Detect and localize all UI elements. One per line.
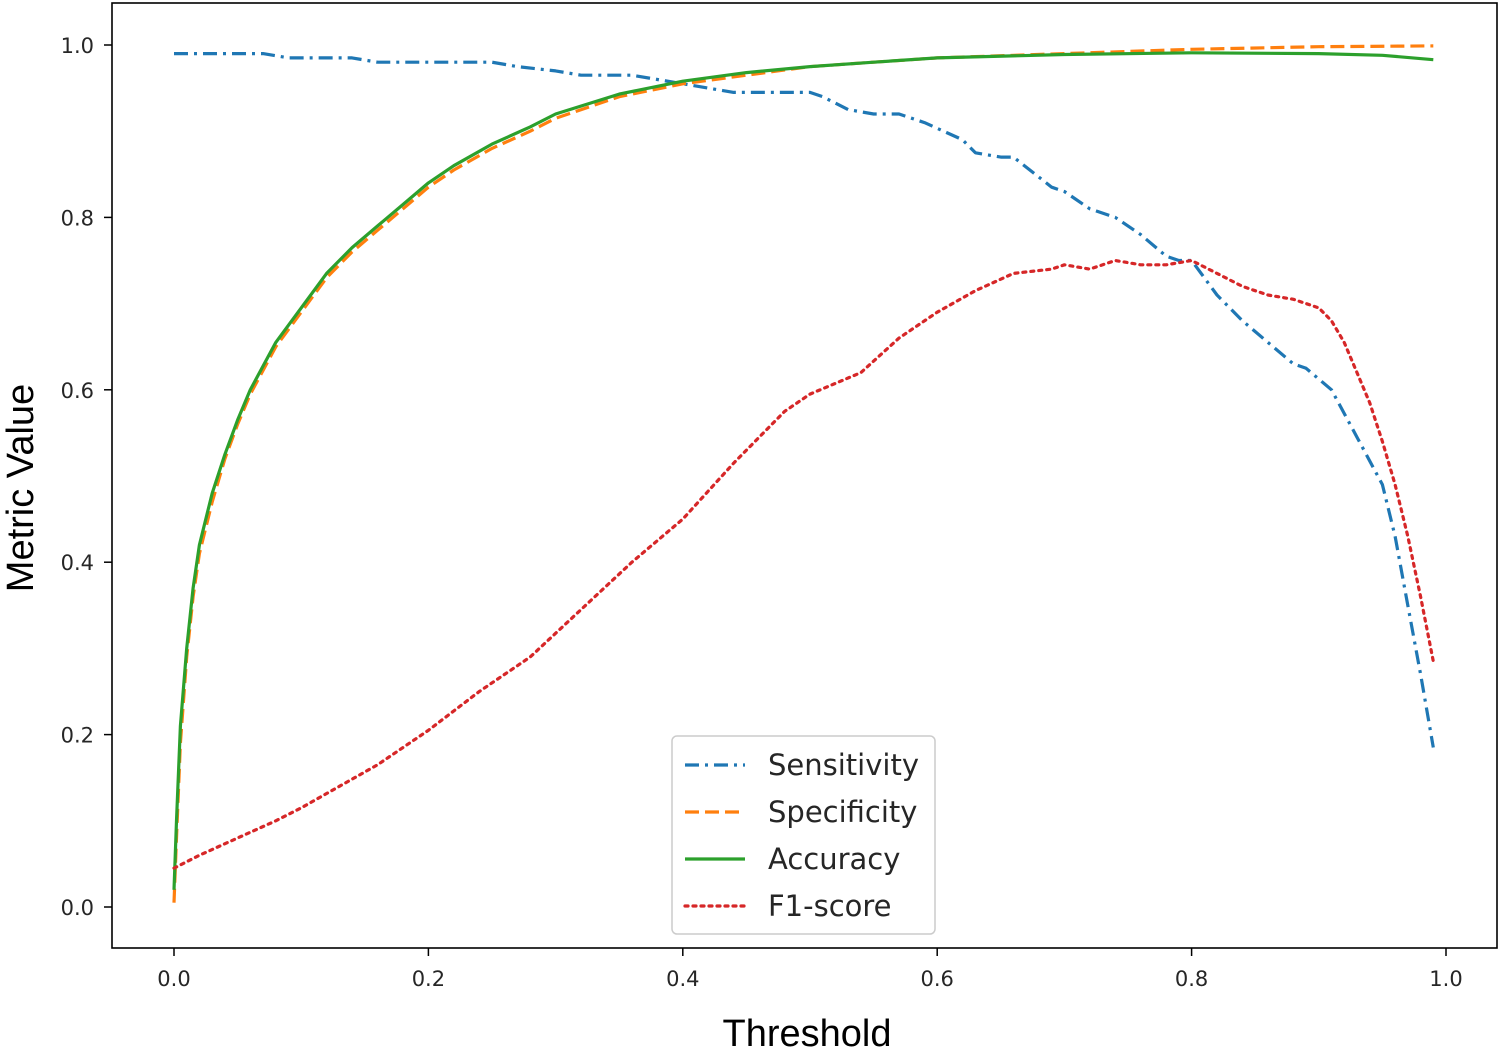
series-layer (172, 44, 1435, 903)
legend: Sensitivity Specificity Accuracy F1-score (671, 735, 936, 935)
legend-label: Sensitivity (768, 748, 919, 782)
y-tick-label: 0.8 (61, 206, 94, 230)
y-tick-label: 1.0 (61, 34, 94, 58)
legend-label: Accuracy (768, 842, 900, 876)
y-tick-label: 0.0 (61, 896, 94, 920)
x-tick-label: 0.4 (666, 967, 699, 991)
x-axis-label: Threshold (723, 1013, 892, 1050)
legend-label: Specificity (768, 795, 917, 829)
y-tick-label: 0.2 (61, 724, 94, 748)
x-tick-label: 0.2 (412, 967, 445, 991)
x-tick-label: 0.0 (157, 967, 190, 991)
series-line-f1-score (172, 258, 1435, 870)
y-tick-label: 0.6 (61, 379, 94, 403)
x-axis: 0.0 0.2 0.4 0.6 0.8 1.0 (157, 948, 1463, 991)
y-axis: 0.0 0.2 0.4 0.6 0.8 1.0 (61, 34, 112, 920)
legend-box (671, 735, 936, 935)
series-line-accuracy (172, 51, 1434, 890)
x-tick-label: 1.0 (1429, 967, 1462, 991)
plot-frame (111, 2, 1498, 949)
x-tick-label: 0.8 (1175, 967, 1208, 991)
y-tick-label: 0.4 (61, 551, 94, 575)
y-axis-label: Metric Value (0, 384, 42, 592)
series-line-sensitivity (174, 52, 1435, 748)
x-tick-label: 0.6 (920, 967, 953, 991)
legend-label: F1-score (768, 889, 892, 923)
